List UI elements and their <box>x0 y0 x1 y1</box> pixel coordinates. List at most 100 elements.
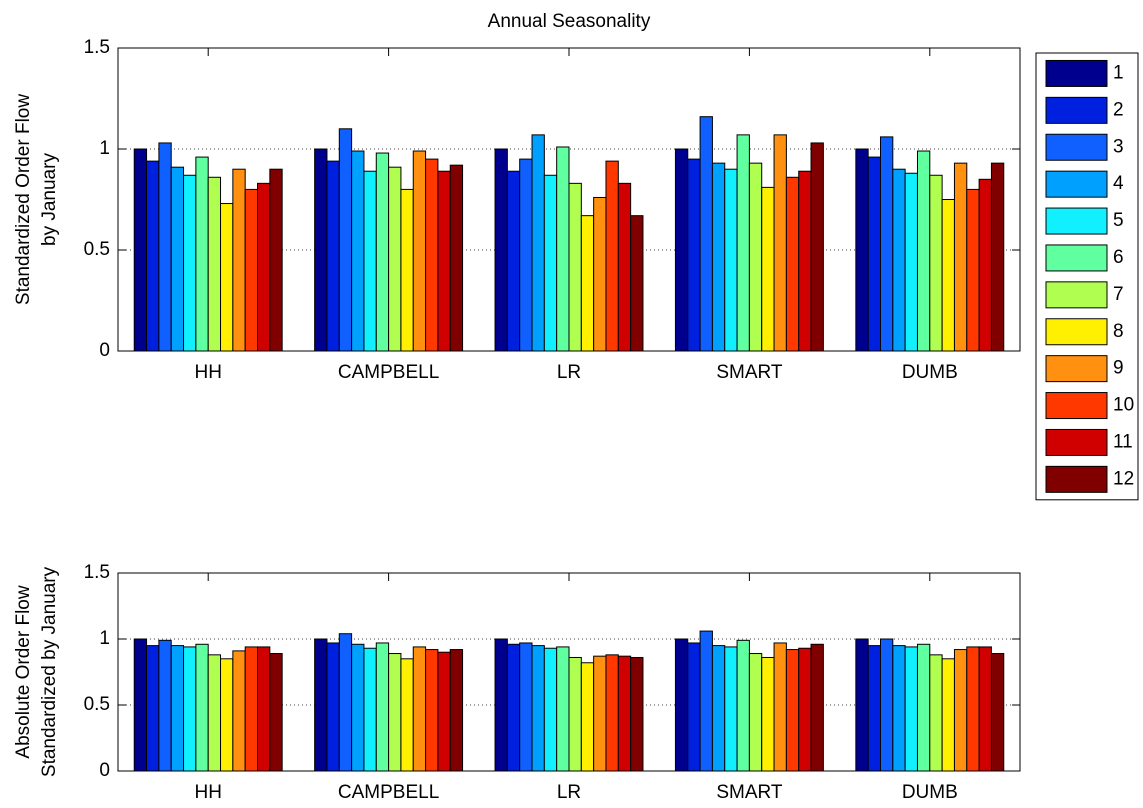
legend-label: 1 <box>1113 62 1124 83</box>
bar <box>785 176 800 352</box>
legend-label: 8 <box>1113 321 1124 342</box>
bar <box>674 638 689 772</box>
legend-label: 10 <box>1113 395 1134 416</box>
bar <box>158 142 172 352</box>
bar <box>617 182 632 352</box>
bar <box>711 162 726 352</box>
legend-swatch <box>1045 392 1108 420</box>
chart-title: Annual Seasonality <box>488 11 651 32</box>
bar <box>773 134 787 352</box>
legend-label: 3 <box>1113 136 1124 157</box>
bar <box>133 638 148 772</box>
bar <box>449 649 464 772</box>
bar <box>724 168 738 352</box>
y-axis-label: Absolute Order Flow <box>13 585 34 758</box>
bar <box>244 188 259 352</box>
bar <box>158 639 172 772</box>
bar <box>978 178 992 352</box>
bar <box>630 656 644 772</box>
legend-swatch <box>1045 465 1108 493</box>
bar <box>855 148 869 352</box>
bar <box>183 646 197 772</box>
legend-swatch <box>1045 244 1108 272</box>
bar <box>867 156 881 352</box>
legend-label: 11 <box>1113 431 1133 452</box>
bar <box>412 646 427 772</box>
legend-label: 12 <box>1113 468 1134 489</box>
y-tick-label: 1 <box>99 138 110 159</box>
bar <box>892 645 906 772</box>
legend-swatch <box>1045 133 1108 161</box>
bar <box>929 174 943 352</box>
bar <box>879 136 894 352</box>
bar <box>904 646 918 772</box>
x-tick-label: SMART <box>716 362 783 383</box>
bar <box>736 639 750 772</box>
x-tick-label: LR <box>557 782 581 803</box>
y-tick-label: 0 <box>99 760 110 781</box>
bar <box>400 188 414 352</box>
bar <box>257 646 271 772</box>
legend-box <box>1035 52 1139 501</box>
bar <box>314 148 328 352</box>
bar <box>195 643 209 772</box>
legend-swatch <box>1045 59 1108 87</box>
bar <box>867 645 881 772</box>
bar <box>326 642 340 772</box>
legend-label: 5 <box>1113 210 1124 231</box>
bar <box>543 647 558 772</box>
bar <box>133 148 148 352</box>
bar <box>519 642 533 772</box>
bar <box>257 182 271 352</box>
bar <box>916 643 931 772</box>
bar <box>855 638 869 772</box>
x-tick-label: DUMB <box>902 782 958 803</box>
bar <box>412 150 427 352</box>
bar <box>699 630 713 772</box>
legend-label: 2 <box>1113 99 1124 120</box>
bar <box>617 655 632 772</box>
bar <box>687 642 701 772</box>
bar <box>798 647 812 772</box>
legend-swatch <box>1045 207 1108 235</box>
legend-label: 6 <box>1113 247 1124 268</box>
y-axis-label: Standardized Order Flow <box>13 94 34 305</box>
x-tick-label: LR <box>557 362 581 383</box>
y-axis-label: Standardized by January <box>39 566 60 777</box>
bar <box>519 158 533 352</box>
bar <box>674 148 689 352</box>
bar <box>244 646 259 772</box>
bar <box>269 168 283 352</box>
bar <box>630 215 644 352</box>
bar <box>232 168 246 352</box>
bar <box>748 162 763 352</box>
y-tick-label: 1.5 <box>84 562 110 583</box>
bar <box>506 643 521 772</box>
x-tick-label: DUMB <box>902 362 958 383</box>
bar <box>220 203 234 352</box>
x-tick-label: SMART <box>716 782 783 803</box>
legend-swatch <box>1045 281 1108 309</box>
bar <box>785 649 800 772</box>
bar <box>220 658 234 772</box>
bar <box>437 651 451 772</box>
bar <box>687 158 701 352</box>
bar <box>748 653 763 772</box>
bar <box>736 134 750 352</box>
bar <box>375 152 390 352</box>
bar <box>810 142 824 352</box>
bar <box>879 638 894 772</box>
bar <box>437 170 451 352</box>
axes: 0 0.5 1 1.5 HH CAMPBELL LR SMART DUMB Absolute Or… <box>13 562 1021 803</box>
bar <box>543 174 558 352</box>
bar <box>556 146 570 352</box>
bar <box>269 653 283 772</box>
x-tick-label: CAMPBELL <box>338 362 439 383</box>
bar <box>375 642 390 772</box>
bar <box>494 148 508 352</box>
bar <box>580 215 595 352</box>
axes: 0 0.5 1 1.5 HH CAMPBELL LR SMART DUMB Annual Seas… <box>13 11 1021 383</box>
bar <box>556 646 570 772</box>
bar <box>338 128 353 352</box>
